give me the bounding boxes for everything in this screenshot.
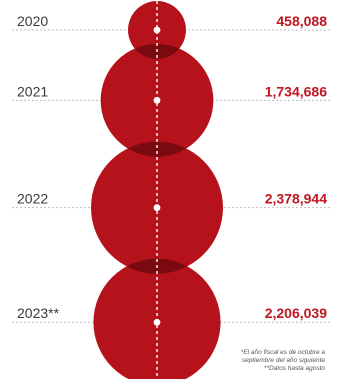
footnotes: *El año fiscal es de octubre a septiembr… — [241, 349, 326, 372]
footnote-line: septiembre del año siguiente — [242, 357, 325, 364]
labels: 2020 2021 2022 2023** 458,088 1,734,686 … — [17, 13, 327, 321]
year-label: 2021 — [17, 83, 48, 99]
value-label: 2,378,944 — [265, 191, 327, 207]
center-dot — [153, 96, 161, 104]
center-axis — [153, 1, 161, 379]
footnote-line: *El año fiscal es de octubre a — [241, 349, 326, 356]
center-dot — [153, 26, 161, 34]
bubble-overlap — [127, 141, 187, 157]
year-label: 2023** — [17, 305, 60, 321]
value-label: 2,206,039 — [265, 305, 327, 321]
center-dot — [153, 204, 161, 212]
footnote-line: **Datos hasta agosto — [264, 365, 325, 372]
year-label: 2020 — [17, 13, 48, 29]
value-label: 458,088 — [276, 13, 327, 29]
center-dot — [153, 318, 161, 326]
guide-lines — [12, 29, 330, 323]
year-label: 2022 — [17, 191, 48, 207]
value-label: 1,734,686 — [265, 83, 327, 99]
